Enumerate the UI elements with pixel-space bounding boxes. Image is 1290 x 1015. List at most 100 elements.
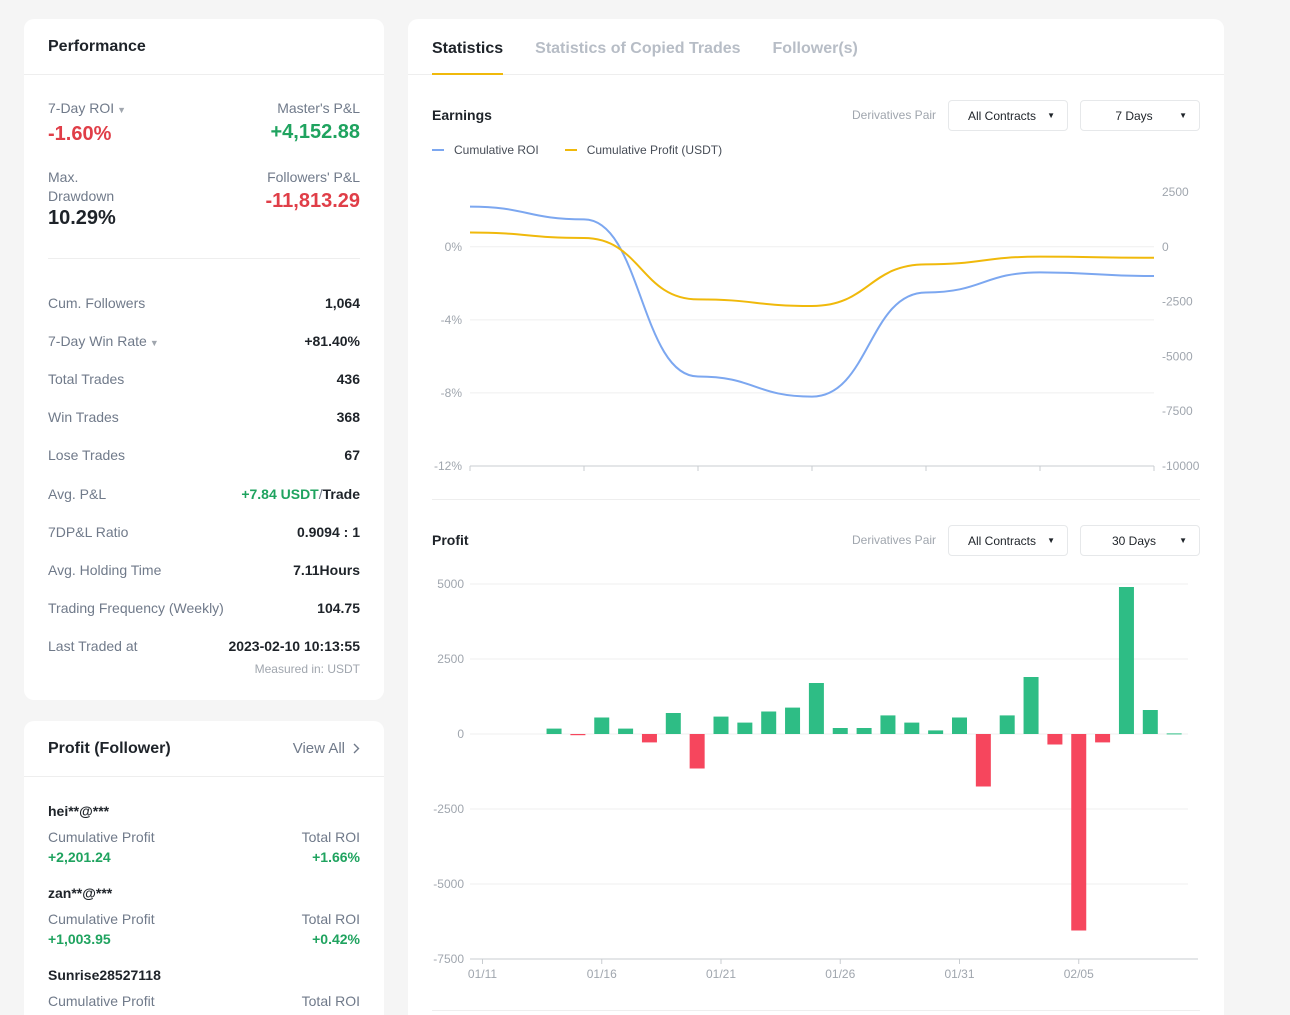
profit-bar	[1071, 734, 1087, 931]
total-roi-label: Total ROI	[301, 911, 360, 927]
stat-label: Win Trades	[48, 409, 119, 426]
stat-value: +81.40%	[304, 333, 360, 350]
earnings-contracts-dropdown[interactable]: All Contracts ▼	[948, 100, 1068, 131]
profit-bar	[856, 728, 872, 734]
total-roi-label: Total ROI	[301, 829, 360, 845]
stat-label: Last Traded at	[48, 637, 138, 654]
profit-contracts-dropdown[interactable]: All Contracts ▼	[948, 525, 1068, 556]
y-tick-label: 0	[457, 727, 464, 741]
master-pnl-value: +4,152.88	[270, 121, 360, 143]
roi-label: 7-Day ROI	[48, 100, 115, 116]
follower-values: +1,003.95 +0.42%	[48, 929, 360, 949]
profit-bar	[546, 728, 562, 734]
profit-bar	[952, 717, 967, 734]
stat-label: 7DP&L Ratio	[48, 523, 129, 540]
max-drawdown-label-1: Max.	[48, 169, 79, 185]
legend-item-profit[interactable]: Cumulative Profit (USDT)	[564, 143, 723, 157]
profit-bar	[618, 728, 634, 734]
follower-profit-title: Profit (Follower)	[48, 739, 171, 757]
followers-pnl-label: Followers' P&L	[267, 169, 360, 185]
profit-bar	[808, 683, 824, 734]
x-tick-label: 02/05	[1064, 967, 1094, 981]
profit-bar	[689, 734, 705, 769]
dropdown-value: All Contracts	[967, 108, 1037, 123]
tab-bar: Statistics Statistics of Copied Trades F…	[408, 19, 1224, 75]
legend-label: Cumulative Profit (USDT)	[586, 143, 723, 157]
caret-down-icon: ▼	[117, 105, 127, 115]
max-drawdown-label-2: Drawdown	[48, 188, 115, 204]
total-roi-value: +0.42%	[312, 931, 360, 947]
profit-bar	[1095, 734, 1111, 743]
profit-period-dropdown[interactable]: 30 Days ▼	[1080, 525, 1200, 556]
earnings-chart: 0%-4%-8%-12%25000-2500-5000-7500-1000002…	[434, 185, 1200, 473]
section-divider	[432, 499, 1200, 500]
stat-row-last-traded: Last Traded at 2023-02-10 10:13:55	[48, 627, 360, 665]
dropdown-value: 7 Days	[1115, 108, 1153, 123]
follower-profit-header: Profit (Follower) View All	[24, 721, 384, 777]
total-roi-label: Total ROI	[301, 993, 360, 1009]
stat-value: 67	[344, 447, 360, 464]
roi-selector[interactable]: 7-Day ROI ▼	[48, 99, 126, 120]
cumulative-profit-value: +1,003.95	[48, 931, 111, 947]
profit-bar	[928, 730, 944, 734]
y-tick-label: 5000	[437, 577, 464, 591]
profit-bar	[832, 728, 848, 734]
legend-item-roi[interactable]: Cumulative ROI	[432, 143, 539, 157]
y-tick-label-right: -5000	[1162, 349, 1193, 363]
profit-bar	[1166, 733, 1182, 735]
profit-chart: 5000 2500 0 -2500 -5000 -7500 01/11 01/16 01/21 0…	[433, 577, 1198, 981]
stat-value: 7.11Hours	[293, 561, 360, 578]
caret-down-icon: ▼	[1047, 111, 1055, 120]
profit-bar	[1047, 734, 1063, 745]
section-divider	[432, 1010, 1200, 1011]
follower-entry[interactable]: hei**@*** Cumulative Profit Total ROI +2…	[48, 803, 360, 867]
profit-bar	[999, 715, 1015, 734]
measured-in-note: Measured in: USDT	[254, 662, 360, 676]
x-tick-label: 01/26	[825, 967, 855, 981]
profit-bar	[665, 713, 681, 734]
avg-pnl-separator: /	[318, 485, 323, 502]
series-line-cumulative-roi	[469, 205, 1155, 398]
tab-followers[interactable]: Follower(s)	[772, 40, 858, 57]
x-tick-label: 01/16	[587, 967, 617, 981]
stat-row-pnl-ratio: 7DP&L Ratio 0.9094 : 1	[48, 513, 360, 551]
view-all-link[interactable]: View All	[293, 740, 360, 757]
total-roi-value: +1.66%	[312, 849, 360, 865]
y-tick-label-right: -7500	[1162, 404, 1193, 418]
stat-value: 2023-02-10 10:13:55	[228, 637, 360, 654]
stat-row-frequency: Trading Frequency (Weekly) 104.75	[48, 589, 360, 627]
stat-row-win-rate: 7-Day Win Rate ▼ +81.40%	[48, 322, 360, 360]
caret-down-icon: ▼	[1047, 536, 1055, 545]
win-rate-selector[interactable]: 7-Day Win Rate ▼	[48, 333, 159, 349]
legend-swatch	[564, 149, 577, 151]
tab-statistics[interactable]: Statistics	[432, 40, 504, 75]
y-tick-label: 2500	[437, 652, 464, 666]
profit-filter-label: Derivatives Pair	[852, 533, 937, 547]
top-metrics: 7-Day ROI ▼ -1.60% Master's P&L +4,152.88…	[48, 99, 360, 230]
stat-value: 368	[336, 409, 360, 426]
performance-card: Performance 7-Day ROI ▼ -1.60% Master's P…	[24, 19, 384, 700]
stat-row-avg-pnl: Avg. P&L +7.84 USDT/Trade	[48, 474, 360, 512]
stat-row-cum-followers: Cum. Followers 1,064	[48, 284, 360, 322]
profit-bar	[1142, 710, 1158, 734]
x-tick-label: 01/11	[468, 967, 497, 981]
caret-down-icon: ▼	[149, 338, 159, 349]
earnings-period-dropdown[interactable]: 7 Days ▼	[1080, 100, 1200, 131]
stat-label: Lose Trades	[48, 447, 126, 464]
chevron-right-icon	[353, 743, 360, 754]
cumulative-profit-label: Cumulative Profit	[48, 829, 155, 845]
stat-row-lose-trades: Lose Trades 67	[48, 436, 360, 474]
tab-copied-trades[interactable]: Statistics of Copied Trades	[535, 40, 741, 57]
profit-title: Profit	[432, 532, 469, 548]
performance-title: Performance	[48, 37, 146, 55]
divider	[48, 258, 360, 259]
caret-down-icon: ▼	[1179, 536, 1187, 545]
follower-entry[interactable]: zan**@*** Cumulative Profit Total ROI +1…	[48, 885, 360, 949]
roi-value: -1.60%	[48, 123, 112, 145]
follower-name: Sunrise28527118	[48, 967, 161, 983]
profit-bar	[1118, 587, 1134, 734]
stat-label: Total Trades	[48, 371, 125, 388]
y-tick-label-left: -12%	[434, 459, 462, 473]
follower-profit-card: Profit (Follower) View All hei**@*** Cum…	[24, 721, 384, 1015]
follower-entry[interactable]: Sunrise28527118 Cumulative Profit Total …	[48, 967, 360, 1011]
